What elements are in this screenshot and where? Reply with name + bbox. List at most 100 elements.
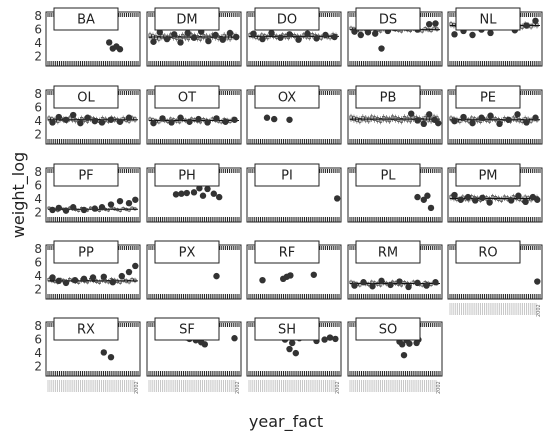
facet-ba: BA: [45, 7, 141, 67]
data-point: [91, 205, 99, 212]
data-point: [177, 114, 184, 121]
data-point: [400, 351, 408, 359]
data-point: [49, 274, 56, 281]
strip-label: RM: [378, 246, 398, 261]
strip-box: [254, 240, 320, 264]
facet-pp: PP: [45, 240, 141, 300]
strip-label: OL: [77, 91, 95, 106]
data-point: [77, 119, 84, 127]
data-point: [116, 118, 124, 125]
data-point: [310, 271, 317, 278]
data-point: [414, 193, 421, 201]
data-point: [231, 116, 238, 123]
outlier-points: [150, 28, 240, 46]
data-point: [287, 272, 294, 279]
data-point: [426, 20, 433, 28]
y-tick-label: 8: [34, 165, 42, 179]
data-point: [357, 31, 364, 39]
x-tick-end-label: 2002: [536, 304, 542, 317]
x-tick-labels: 2002: [47, 380, 140, 394]
data-point: [107, 201, 115, 208]
data-point: [159, 115, 166, 122]
bottom-tick-band: [248, 371, 340, 376]
x-tick-labels: 2002: [148, 380, 241, 394]
bottom-tick-band: [248, 294, 340, 299]
data-point: [91, 117, 99, 125]
data-point: [289, 339, 296, 347]
data-point: [55, 277, 62, 285]
data-point: [205, 37, 212, 45]
y-tick-label: 2: [34, 206, 42, 220]
facet-sf: SF 2002: [146, 317, 242, 394]
data-point: [514, 111, 521, 118]
data-point: [250, 30, 257, 37]
data-point: [226, 29, 234, 37]
facets-layer: BA DM DO DS NL OL OT OX PB PE PF PH PI PL PM PP PX RF RM RO…: [45, 7, 543, 394]
data-point: [196, 185, 203, 192]
strip-label: OX: [278, 91, 296, 106]
data-point: [84, 114, 91, 121]
data-point: [420, 120, 427, 128]
data-point: [451, 191, 458, 199]
outlier-points: [49, 196, 139, 214]
bottom-tick-band: [148, 294, 240, 299]
facet-ol: OL: [45, 85, 141, 145]
strip-box: [53, 317, 119, 341]
data-point: [451, 117, 458, 125]
data-point: [464, 193, 472, 201]
y-tick-label: 2: [34, 128, 42, 142]
data-point: [487, 29, 494, 37]
data-point: [304, 30, 311, 37]
strip-label: SO: [379, 323, 397, 338]
strip-box: [254, 163, 320, 187]
strip-box: [254, 317, 320, 341]
data-point: [432, 279, 439, 286]
data-point: [423, 282, 430, 289]
data-point: [532, 114, 539, 121]
data-point: [231, 335, 238, 342]
data-point: [271, 115, 278, 123]
data-point: [334, 195, 341, 202]
data-point: [213, 115, 220, 122]
y-tick-label: 6: [34, 23, 42, 37]
data-point: [71, 276, 79, 284]
outlier-points: [408, 110, 442, 128]
data-point: [364, 29, 372, 36]
facet-so: SO 2002: [347, 317, 443, 394]
data-point: [222, 118, 229, 125]
facet-rf: RF: [246, 240, 342, 300]
data-point: [132, 262, 139, 270]
y-tick-label: 4: [34, 346, 42, 360]
data-point: [89, 274, 97, 281]
data-point: [150, 119, 157, 127]
strip-box: [53, 240, 119, 264]
bottom-tick-band: [148, 61, 240, 66]
strip-label: DM: [176, 13, 197, 28]
y-axis-title: weight_log: [9, 152, 29, 238]
data-point: [204, 119, 211, 126]
data-point: [435, 119, 442, 127]
data-point: [424, 192, 431, 199]
data-point: [515, 192, 522, 199]
strip-box: [53, 85, 119, 109]
bottom-tick-band: [449, 139, 541, 144]
outlier-points: [49, 111, 133, 127]
bottom-tick-band: [248, 139, 340, 144]
data-point: [98, 204, 106, 211]
data-point: [116, 197, 124, 205]
facet-ph: PH: [146, 163, 242, 223]
data-point: [49, 206, 56, 214]
data-point: [259, 276, 266, 284]
data-point: [487, 112, 494, 119]
data-point: [195, 115, 202, 123]
strip-box: [455, 240, 521, 264]
data-point: [55, 113, 62, 121]
data-point: [49, 119, 56, 126]
data-point: [216, 193, 223, 201]
strip-box: [355, 85, 421, 109]
data-point: [472, 197, 479, 204]
data-point: [212, 31, 219, 39]
data-point: [332, 335, 339, 343]
outlier-points: [263, 114, 293, 123]
